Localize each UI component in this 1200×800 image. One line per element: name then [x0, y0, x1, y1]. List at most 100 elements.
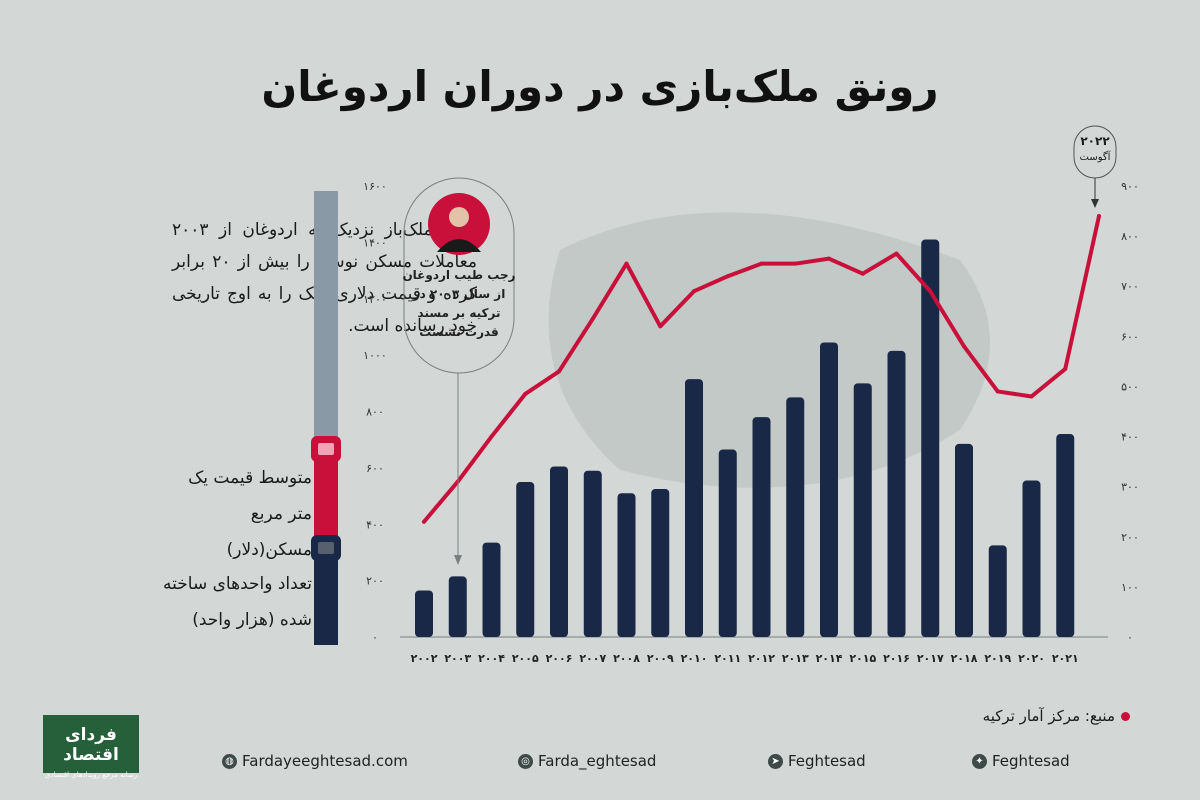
line-point [894, 251, 899, 256]
telegram-icon: ➤ [768, 753, 783, 769]
erdogan-annotation-text: رجب طیب اردوغان از سال ۲۰۰۳ در ترکیه بر … [402, 268, 516, 339]
legend-bar-label: تعداد واحدهای ساخته شده (هزار واحد) [163, 574, 312, 630]
right-axis: ۰ ۱۰۰ ۲۰۰ ۳۰۰ ۴۰۰ ۵۰۰ ۶۰۰ ۷۰۰ ۸۰۰ ۹۰۰ [1121, 180, 1139, 644]
legend-line-label: متوسط قیمت یک متر مربع مسکن(دلار) [188, 468, 312, 560]
x-tick-label: ۲۰۱۱ [714, 652, 741, 665]
chart-title: رونق ملک‌بازی در دوران اردوغان [261, 62, 939, 111]
watermark [548, 212, 990, 488]
twitter-link[interactable]: ✦ Feghtesad [972, 752, 1070, 770]
line-point [860, 271, 865, 276]
right-tick-label: ۳۰۰ [1121, 481, 1139, 494]
x-tick-label: ۲۰۰۶ [546, 652, 573, 665]
line-point [793, 261, 798, 266]
right-tick-label: ۵۰۰ [1121, 380, 1139, 393]
latest-month-label: آگوست [1079, 152, 1111, 163]
line-point [827, 256, 831, 261]
source-bullet-icon [1121, 711, 1130, 721]
x-tick-label: ۲۰۰۸ [613, 652, 640, 665]
telegram-label: Feghtesad [788, 752, 866, 770]
x-axis-labels: ۲۰۰۲ ۲۰۰۳ ۲۰۰۴ ۲۰۰۵ ۲۰۰۶ ۲۰۰۷ ۲۰۰۸ ۲۰۰۹ ۲۰۱۰ ۲۰۱۱… [411, 652, 1079, 665]
line-series [422, 214, 1101, 524]
instagram-link[interactable]: ◎ Farda_eghtesad [518, 752, 656, 770]
x-tick-label: ۲۰۲۰ [1018, 652, 1045, 665]
source-note: منبع: مرکز آمار ترکیه [983, 707, 1130, 725]
right-tick-label: ۴۰۰ [1121, 431, 1139, 444]
left-tick-label: ۱۰۰۰ [363, 349, 387, 362]
website-link[interactable]: ◍ Fardayeeghtesad.com [222, 752, 408, 770]
x-tick-label: ۲۰۱۴ [816, 652, 843, 665]
right-tick-label: ۸۰۰ [1121, 230, 1139, 243]
line-point [928, 289, 933, 294]
legend-key [311, 191, 341, 645]
right-tick-label: ۱۰۰ [1121, 581, 1139, 594]
bar [921, 239, 940, 637]
bar [617, 493, 636, 637]
line-point [557, 369, 561, 374]
x-tick-label: ۲۰۱۰ [681, 652, 708, 665]
footer-socials: ◍ Fardayeeghtesad.com ◎ Farda_eghtesad ➤… [222, 752, 1082, 774]
bar [415, 590, 433, 637]
instagram-icon: ◎ [518, 753, 533, 769]
bar [550, 466, 568, 637]
bar [516, 481, 535, 637]
x-tick-label: ۲۰۱۲ [748, 652, 775, 665]
line-point [658, 324, 663, 329]
bar [988, 545, 1007, 637]
right-tick-label: ۷۰۰ [1121, 280, 1139, 293]
latest-year-label: ۲۰۲۲ [1080, 134, 1110, 148]
twitter-icon: ✦ [972, 753, 987, 769]
description-text: حلقه ملک‌باز نزدیک به اردوغان از ۲۰۰۳ مع… [172, 220, 477, 336]
bar [887, 350, 906, 637]
website-label: Fardayeeghtesad.com [242, 752, 408, 770]
line-point [624, 261, 629, 266]
bar [718, 449, 737, 637]
x-tick-label: ۲۰۲۱ [1052, 652, 1079, 665]
erdogan-annotation [403, 177, 515, 565]
left-tick-label: ۰ [372, 631, 378, 644]
bar [583, 470, 602, 637]
right-tick-label: ۰ [1127, 631, 1133, 644]
logo-tagline: رسانه مرجع رویدادهای اقتصادی [44, 771, 138, 779]
right-tick-label: ۲۰۰ [1121, 531, 1139, 544]
x-tick-label: ۲۰۰۹ [647, 652, 674, 665]
right-tick-label: ۹۰۰ [1121, 180, 1139, 193]
line-point [759, 261, 764, 266]
left-tick-label: ۴۰۰ [366, 518, 384, 531]
line-point [422, 519, 426, 524]
x-tick-label: ۲۰۱۵ [849, 652, 876, 665]
line-point [1063, 366, 1068, 371]
brand-logo: فردای اقتصاد رسانه مرجع رویدادهای اقتصاد… [43, 715, 139, 779]
x-tick-label: ۲۰۰۳ [444, 652, 471, 665]
left-tick-label: ۱۴۰۰ [363, 236, 387, 249]
line-point [692, 289, 696, 294]
bar [820, 342, 838, 637]
left-tick-label: ۸۰۰ [366, 406, 384, 419]
x-tick-label: ۲۰۱۳ [782, 652, 809, 665]
bar [448, 576, 467, 637]
bar-series [415, 239, 1075, 637]
x-tick-label: ۲۰۰۴ [478, 652, 505, 665]
x-tick-label: ۲۰۰۲ [411, 652, 438, 665]
bar [651, 489, 670, 637]
x-tick-label: ۲۰۱۷ [917, 652, 944, 665]
left-axis: ۰ ۲۰۰ ۴۰۰ ۶۰۰ ۸۰۰ ۱۰۰۰ ۱۲۰۰ ۱۴۰۰ ۱۶۰۰ [363, 180, 387, 644]
bar [1022, 480, 1041, 637]
line-point [590, 316, 595, 321]
left-tick-label: ۱۶۰۰ [363, 180, 387, 193]
x-tick-label: ۲۰۰۷ [579, 652, 606, 665]
line-point [725, 274, 730, 279]
left-tick-label: ۶۰۰ [366, 462, 384, 475]
x-tick-label: ۲۰۰۵ [512, 652, 539, 665]
bar [853, 383, 872, 637]
telegram-link[interactable]: ➤ Feghtesad [768, 752, 866, 770]
x-tick-label: ۲۰۱۶ [883, 652, 910, 665]
line-point [1097, 214, 1101, 219]
left-tick-label: ۱۲۰۰ [363, 293, 387, 306]
left-tick-label: ۲۰۰ [366, 575, 384, 588]
bar [786, 397, 805, 637]
line-point [489, 434, 494, 439]
right-tick-label: ۶۰۰ [1121, 330, 1139, 343]
instagram-label: Farda_eghtesad [538, 752, 657, 770]
globe-icon: ◍ [222, 753, 237, 769]
